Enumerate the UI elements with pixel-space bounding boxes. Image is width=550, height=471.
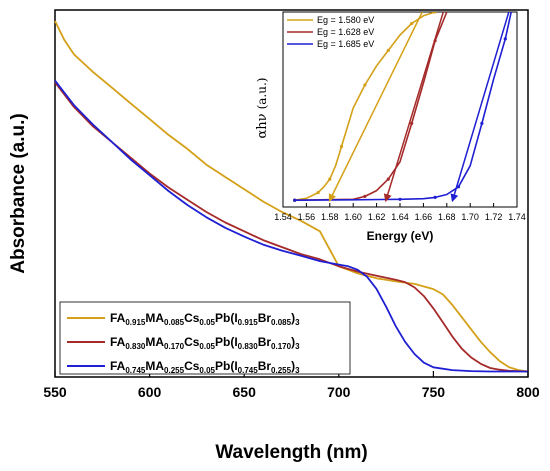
inset-x-tick-label-0: 1.54 [274, 212, 292, 222]
inset-y-axis-label-unit: (a.u.) [255, 78, 269, 110]
inset-point-2-2 [398, 197, 402, 201]
inset-point-0-6 [339, 144, 344, 149]
inset-x-tick-label-6: 1.66 [415, 212, 433, 222]
main-series-line-2 [54, 80, 528, 373]
inset-point-0-2 [316, 191, 320, 195]
inset-legend-label-1: Eg = 1.628 eV [317, 27, 374, 37]
inset-x-tick-label-3: 1.60 [344, 212, 362, 222]
inset-series-line-0 [294, 12, 436, 201]
inset-tangent-arrow-0 [328, 12, 423, 203]
main-x-tick-label-1: 600 [138, 384, 162, 400]
inset-point-2-10 [503, 37, 507, 41]
inset-tangent-lines [328, 12, 510, 203]
inset-series-line-2 [294, 12, 512, 201]
inset-point-2-8 [480, 121, 484, 125]
main-x-tick-label-3: 700 [327, 384, 351, 400]
inset-tangent-arrow-2 [450, 12, 510, 203]
inset-point-0-12 [410, 21, 414, 26]
inset-point-0-10 [386, 48, 390, 53]
inset-point-0-8 [363, 83, 367, 87]
inset-x-axis-label: Energy (eV) [367, 229, 434, 243]
main-x-tick-label-4: 750 [422, 384, 446, 400]
inset-x-tick-label-4: 1.62 [368, 212, 386, 222]
inset-x-tick-label-8: 1.70 [461, 212, 479, 222]
main-x-axis-ticks: 550 600 650 700 750 800 [43, 371, 540, 400]
inset-legend: Eg = 1.580 eV Eg = 1.628 eV Eg = 1.685 eV [287, 15, 374, 49]
inset-series-line-1 [294, 12, 448, 201]
main-legend-label-1: FA0.830MA0.170Cs0.05Pb(I0.830Br0.170)3 [110, 335, 300, 351]
inset-x-tick-label-9: 1.72 [485, 212, 503, 222]
main-x-tick-label-5: 800 [516, 384, 540, 400]
main-legend-label-0: FA0.915MA0.085Cs0.05Pb(I0.915Br0.085)3 [110, 311, 300, 327]
main-series-line-1 [54, 81, 529, 373]
inset-point-0-4 [328, 177, 332, 181]
inset-point-1-2 [363, 194, 367, 198]
inset-point-0-14 [433, 12, 437, 14]
inset-y-axis-label-symbol: αhν [255, 113, 270, 138]
main-legend: FA0.915MA0.085Cs0.05Pb(I0.915Br0.085)3 FA… [67, 311, 300, 375]
inset-x-tick-label-10: 1.74 [508, 212, 526, 222]
inset-point-1-6 [410, 121, 414, 125]
inset-point-2-0 [293, 198, 297, 202]
inset-legend-label-2: Eg = 1.685 eV [317, 39, 374, 49]
main-legend-label-2: FA0.745MA0.255Cs0.05Pb(I0.745Br0.255)3 [110, 359, 300, 375]
inset-point-2-4 [433, 195, 437, 199]
inset-legend-label-0: Eg = 1.580 eV [317, 15, 374, 25]
main-x-axis-label: Wavelength (nm) [215, 442, 367, 463]
inset-x-axis-ticks: 1.54 1.56 1.58 1.60 1.62 1.64 1.66 1.68 1.70 1.72… [274, 203, 526, 222]
inset-point-2-6 [456, 185, 461, 189]
main-legend-box [59, 301, 351, 375]
main-plot-frame [54, 9, 529, 378]
inset-plot-frame [282, 11, 518, 208]
main-series-group [54, 20, 529, 373]
inset-x-tick-label-5: 1.64 [391, 212, 409, 222]
inset-x-tick-label-7: 1.68 [438, 212, 456, 222]
inset-point-1-4 [386, 177, 390, 181]
inset-x-tick-label-1: 1.56 [298, 212, 316, 222]
inset-tangent-arrow-1 [383, 12, 445, 203]
inset-y-axis-label: αhν (a.u.) [255, 78, 270, 139]
main-series-line-0 [54, 20, 529, 373]
inset-x-tick-label-2: 1.58 [321, 212, 339, 222]
inset-series-group [293, 12, 512, 202]
main-x-tick-label-0: 550 [43, 384, 67, 400]
main-y-axis-label: Absorbance (a.u.) [8, 113, 29, 273]
main-x-tick-label-2: 650 [233, 384, 257, 400]
